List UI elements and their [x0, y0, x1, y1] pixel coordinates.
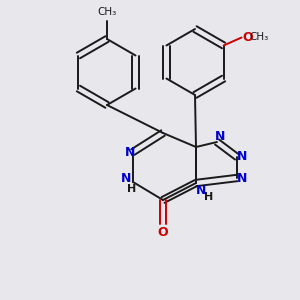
- Text: N: N: [237, 172, 247, 184]
- Text: O: O: [158, 226, 168, 239]
- Text: N: N: [125, 146, 135, 158]
- Text: N: N: [237, 151, 247, 164]
- Text: O: O: [242, 31, 253, 44]
- Text: H: H: [204, 192, 214, 202]
- Text: N: N: [121, 172, 131, 185]
- Text: CH₃: CH₃: [98, 7, 117, 17]
- Text: N: N: [215, 130, 225, 143]
- Text: CH₃: CH₃: [249, 32, 268, 41]
- Text: H: H: [128, 184, 136, 194]
- Text: N: N: [196, 184, 206, 197]
